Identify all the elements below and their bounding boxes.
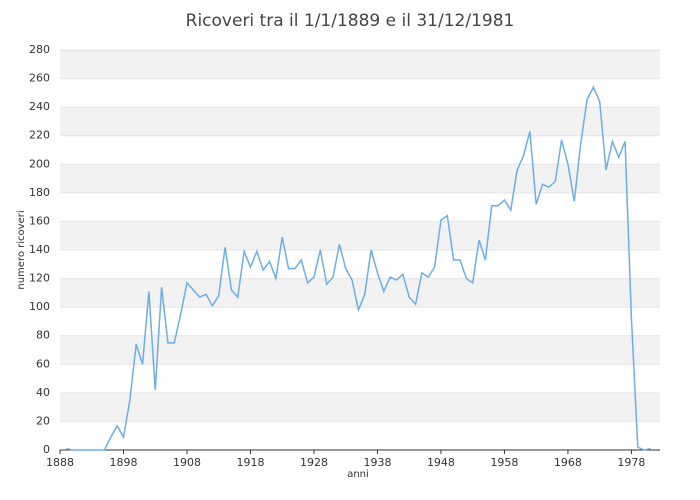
y-tick-label: 200 <box>29 157 50 170</box>
grid-band <box>60 164 660 193</box>
grid-band <box>60 221 660 250</box>
grid-band <box>60 107 660 136</box>
x-axis-label: anni <box>347 469 369 480</box>
y-tick-label: 0 <box>43 443 50 456</box>
y-tick-label: 120 <box>29 272 50 285</box>
y-tick-label: 160 <box>29 214 50 227</box>
x-tick-label: 1958 <box>490 456 518 469</box>
y-tick-label: 220 <box>29 129 50 142</box>
data-line <box>66 85 651 451</box>
y-tick-label: 280 <box>29 43 50 56</box>
y-tick-label: 20 <box>36 414 50 427</box>
y-tick-label: 40 <box>36 386 50 399</box>
x-tick-label: 1908 <box>173 456 201 469</box>
y-tick-label: 140 <box>29 243 50 256</box>
y-tick-label: 100 <box>29 300 50 313</box>
x-tick-label: 1948 <box>427 456 455 469</box>
y-tick-label: 240 <box>29 100 50 113</box>
y-tick-label: 260 <box>29 72 50 85</box>
grid-band <box>60 392 660 422</box>
y-tick-label: 60 <box>36 357 50 370</box>
x-tick-label: 1938 <box>363 456 391 469</box>
x-tick-label: 1968 <box>554 456 582 469</box>
x-tick-label: 1928 <box>300 456 328 469</box>
x-tick-label: 1898 <box>109 456 137 469</box>
grid-band <box>60 50 660 79</box>
x-tick-label: 1918 <box>236 456 264 469</box>
y-axis-label: numero ricoveri <box>16 210 27 289</box>
grid-band <box>60 335 660 365</box>
x-tick-label: 1888 <box>46 456 74 469</box>
y-tick-label: 80 <box>36 329 50 342</box>
x-tick-label: 1978 <box>617 456 645 469</box>
y-tick-label: 180 <box>29 186 50 199</box>
chart-title: Ricoveri tra il 1/1/1889 e il 31/12/1981 <box>186 11 515 31</box>
